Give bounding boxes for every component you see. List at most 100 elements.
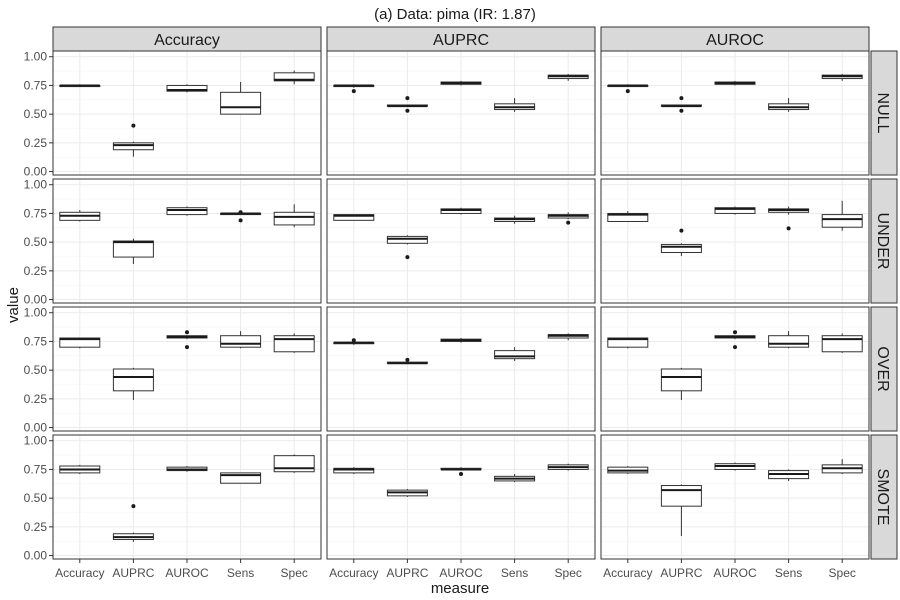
- outlier-point: [733, 345, 737, 350]
- box-spec: [821, 333, 863, 353]
- box-spec: [547, 333, 589, 341]
- box-body: [386, 235, 428, 244]
- outlier-point: [786, 226, 791, 231]
- box-auroc: [714, 80, 756, 86]
- outlier-point: [131, 123, 136, 128]
- outlier-point: [733, 330, 737, 335]
- outlier-point: [185, 330, 189, 335]
- box-auroc: [440, 338, 482, 343]
- panel-border: [600, 178, 870, 304]
- box-sens: [768, 469, 810, 481]
- panel-null-auroc: [600, 50, 870, 176]
- x-tick-label: AUROC: [439, 566, 483, 580]
- box-sens: [494, 98, 536, 112]
- box-spec: [547, 463, 589, 471]
- box-body: [494, 350, 536, 360]
- box-body: [273, 335, 315, 353]
- row-strip-over: [870, 306, 898, 432]
- outlier-point: [405, 108, 410, 113]
- box-sens: [768, 206, 810, 231]
- outlier-point: [238, 210, 243, 215]
- x-tick-label: Accuracy: [55, 566, 104, 580]
- box-sens: [494, 347, 536, 361]
- box-body: [821, 214, 863, 228]
- y-tick-label: 0.00: [24, 293, 48, 307]
- box-accuracy: [59, 337, 101, 349]
- box-auprc: [112, 238, 154, 264]
- box-auroc: [166, 84, 208, 93]
- y-tick-label: 0.25: [24, 392, 48, 406]
- box-body: [440, 208, 482, 214]
- box-accuracy: [333, 214, 375, 221]
- panel-smote-accuracy: [52, 434, 322, 560]
- box-accuracy: [607, 211, 649, 222]
- box-body: [607, 212, 649, 222]
- outlier-point: [625, 89, 630, 94]
- y-tick-label: 0.75: [24, 334, 48, 348]
- box-body: [768, 335, 810, 348]
- box-auprc: [660, 484, 702, 537]
- panel-over-auprc: [326, 306, 596, 432]
- box-body: [607, 337, 649, 348]
- row-strip-label: UNDER: [874, 213, 891, 270]
- box-spec: [547, 73, 589, 81]
- box-body: [273, 455, 315, 473]
- box-accuracy: [59, 84, 101, 88]
- box-auroc: [714, 206, 756, 215]
- box-auprc: [386, 96, 428, 113]
- box-spec: [273, 204, 315, 228]
- outlier-point: [405, 357, 410, 362]
- y-tick-label: 0.75: [24, 206, 48, 220]
- y-tick-label: 0.25: [24, 136, 48, 150]
- box-sens: [768, 98, 810, 112]
- panel-border: [326, 306, 596, 432]
- box-sens: [494, 215, 536, 224]
- y-tick-label: 0.25: [24, 520, 48, 534]
- y-tick-label: 0.25: [24, 264, 48, 278]
- box-body: [166, 207, 208, 216]
- box-auprc: [112, 123, 154, 157]
- box-body: [660, 368, 702, 392]
- panel-border: [52, 434, 322, 560]
- box-accuracy: [59, 210, 101, 222]
- box-body: [333, 467, 375, 474]
- x-tick-label: AUROC: [713, 566, 757, 580]
- y-tick-label: 1.00: [24, 50, 48, 64]
- box-body: [333, 214, 375, 221]
- box-body: [220, 335, 262, 348]
- panel-border: [52, 178, 322, 304]
- row-strip-label: SMOTE: [874, 469, 891, 526]
- box-auroc: [714, 330, 756, 350]
- y-tick-label: 1.00: [24, 178, 48, 192]
- outlier-point: [679, 228, 684, 233]
- y-tick-label: 0.75: [24, 462, 48, 476]
- y-tick-label: 0.50: [24, 491, 48, 505]
- box-body: [112, 142, 154, 151]
- x-tick-label: AUPRC: [386, 566, 428, 580]
- y-tick-label: 1.00: [24, 434, 48, 448]
- x-axis-title: measure: [431, 580, 489, 597]
- x-tick-label: Spec: [281, 566, 308, 580]
- box-body: [660, 243, 702, 253]
- box-auroc: [440, 207, 482, 215]
- x-tick-label: Accuracy: [603, 566, 652, 580]
- panel-null-accuracy: [52, 50, 322, 176]
- chart-title: (a) Data: pima (IR: 1.87): [374, 6, 536, 23]
- column-strip-label: AUROC: [706, 32, 764, 49]
- column-strip-accuracy: [52, 26, 322, 52]
- row-strip-label: NULL: [874, 93, 891, 134]
- box-body: [273, 211, 315, 226]
- outlier-point: [185, 345, 189, 350]
- x-tick-label: AUPRC: [112, 566, 154, 580]
- y-tick-label: 0.00: [24, 421, 48, 435]
- y-tick-label: 1.00: [24, 306, 48, 320]
- outlier-point: [679, 108, 684, 113]
- box-sens: [220, 472, 262, 484]
- box-spec: [273, 70, 315, 85]
- box-spec: [273, 454, 315, 473]
- box-auroc: [166, 466, 208, 472]
- panel-border: [600, 50, 870, 176]
- box-auroc: [166, 206, 208, 216]
- panel-smote-auroc: [600, 434, 870, 560]
